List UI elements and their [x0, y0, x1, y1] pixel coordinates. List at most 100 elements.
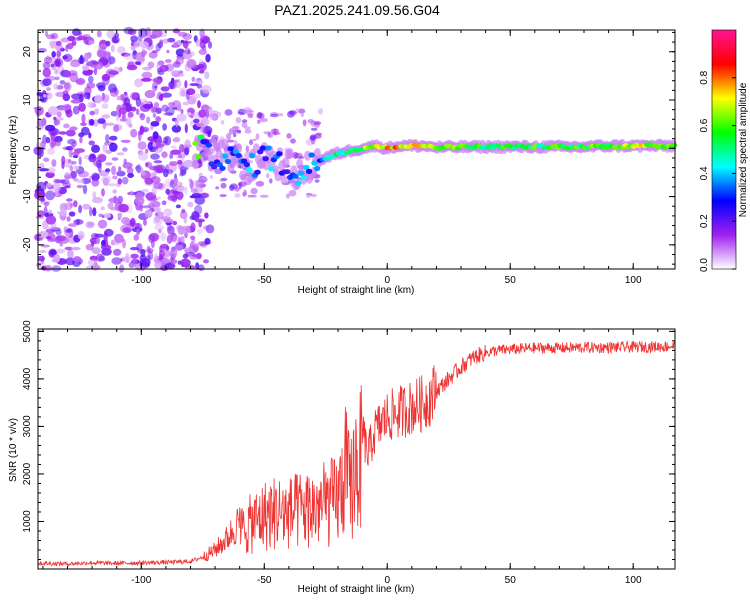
signal-cell	[303, 164, 310, 170]
noise-speck	[80, 122, 87, 127]
noise-speck	[53, 83, 59, 90]
colorbar-tick-label: 0.4	[699, 166, 710, 180]
noise-speck	[46, 236, 52, 240]
noise-speck	[173, 178, 178, 185]
noise-speck	[130, 45, 136, 51]
noise-speck	[288, 189, 297, 197]
signal-cell	[262, 156, 269, 162]
noise-speck	[161, 151, 168, 158]
noise-speck	[252, 138, 257, 141]
noise-speck	[69, 202, 74, 208]
colorbar: 0.0 0.2 0.4 0.6 0.8 Normalized spectral ampl…	[699, 29, 749, 272]
noise-speck	[160, 232, 167, 242]
noise-speck	[114, 233, 124, 244]
signal-cell	[249, 153, 256, 159]
noise-speck	[146, 116, 151, 124]
noise-speck	[104, 228, 114, 237]
noise-speck	[45, 215, 57, 225]
noise-speck	[122, 238, 126, 249]
noise-speck	[93, 67, 98, 76]
noise-speck	[66, 42, 74, 50]
noise-speck	[43, 201, 50, 207]
signal-halo	[239, 170, 247, 181]
noise-speck	[157, 60, 165, 66]
noise-speck	[82, 34, 91, 39]
noise-speck	[171, 259, 178, 264]
noise-speck	[191, 93, 201, 99]
noise-speck	[169, 248, 178, 258]
noise-speck	[185, 90, 190, 100]
noise-speck	[67, 159, 72, 164]
noise-speck	[126, 167, 134, 175]
noise-speck	[191, 76, 196, 82]
noise-speck	[51, 51, 56, 58]
noise-speck	[58, 131, 67, 135]
noise-speck	[81, 113, 86, 124]
noise-speck	[220, 182, 227, 189]
noise-speck	[77, 230, 85, 240]
noise-speck	[161, 104, 169, 112]
noise-speck	[136, 164, 142, 174]
noise-speck	[91, 241, 95, 247]
noise-speck	[109, 135, 118, 141]
noise-speck	[88, 140, 95, 146]
noise-speck	[266, 173, 270, 179]
noise-speck	[141, 71, 153, 79]
noise-speck	[118, 107, 128, 115]
noise-speck	[70, 99, 82, 104]
colorbar-tick-label: 0.0	[699, 258, 710, 272]
noise-speck	[105, 40, 111, 47]
noise-speck	[207, 41, 213, 49]
noise-speck	[160, 265, 169, 271]
noise-speck	[93, 174, 100, 180]
noise-speck	[65, 129, 76, 137]
noise-speck	[78, 170, 89, 178]
noise-speck	[139, 113, 146, 121]
noise-speck	[172, 220, 178, 226]
noise-speck	[243, 189, 247, 196]
noise-speck	[63, 82, 70, 90]
noise-speck	[177, 31, 188, 37]
noise-speck	[203, 259, 209, 264]
noise-speck	[162, 38, 170, 44]
noise-speck	[80, 126, 90, 136]
noise-speck	[180, 258, 191, 268]
noise-speck	[195, 179, 202, 188]
noise-speck	[103, 213, 112, 219]
noise-speck	[300, 113, 304, 117]
noise-speck	[66, 216, 71, 222]
noise-speck	[113, 124, 120, 133]
noise-speck	[162, 257, 170, 264]
noise-speck	[148, 232, 160, 242]
noise-speck	[65, 109, 73, 118]
noise-speck	[155, 78, 162, 85]
noise-speck	[37, 255, 45, 262]
noise-speck	[89, 110, 95, 116]
noise-speck	[151, 82, 158, 92]
noise-speck	[123, 158, 127, 164]
noise-speck	[85, 221, 95, 229]
noise-speck	[107, 183, 118, 187]
noise-speck	[97, 118, 106, 124]
colorbar-tick-label: 0.6	[699, 118, 710, 132]
noise-speck	[149, 200, 155, 205]
noise-speck	[43, 157, 50, 162]
noise-speck	[73, 165, 79, 171]
noise-speck	[204, 212, 209, 219]
noise-speck	[101, 93, 110, 103]
noise-speck	[135, 97, 141, 107]
noise-speck	[120, 139, 131, 143]
noise-speck	[96, 49, 105, 58]
noise-speck	[139, 125, 144, 135]
noise-speck	[85, 265, 97, 270]
noise-speck	[169, 153, 174, 159]
noise-speck	[309, 134, 317, 141]
noise-speck	[278, 113, 284, 117]
noise-speck	[121, 216, 130, 225]
noise-speck	[107, 202, 114, 210]
noise-speck	[209, 114, 217, 121]
noise-speck	[150, 176, 161, 184]
noise-speck	[78, 156, 82, 166]
noise-speck	[118, 166, 122, 173]
noise-speck	[45, 182, 53, 188]
